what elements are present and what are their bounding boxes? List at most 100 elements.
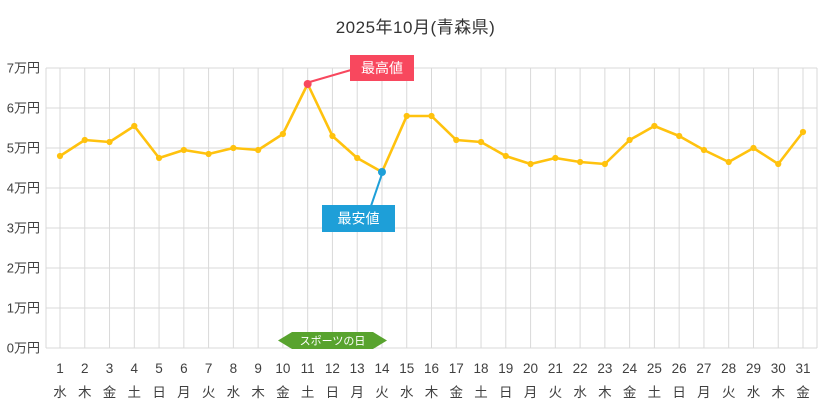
x-weekday-label: 金 [276,385,290,400]
data-point [725,158,732,166]
x-day-label: 7 [205,361,213,376]
x-weekday-label: 火 [722,385,736,400]
y-tick-label: 6万円 [7,101,40,116]
chart-title: 2025年10月(青森県) [335,18,496,37]
x-weekday-label: 月 [697,385,711,400]
x-weekday-label: 月 [177,385,191,400]
x-day-label: 12 [325,361,340,376]
y-tick-label: 4万円 [7,181,40,196]
x-day-label: 6 [180,361,188,376]
data-point [428,112,435,120]
x-day-label: 26 [672,361,687,376]
x-weekday-label: 水 [53,385,67,400]
data-point [56,152,64,160]
x-weekday-label: 土 [301,385,315,400]
x-day-label: 1 [56,361,64,376]
x-day-label: 30 [771,361,786,376]
min-point [377,168,386,176]
data-point [131,122,138,130]
x-day-label: 24 [622,361,638,376]
min-annotation-box [322,205,395,232]
holiday-arrow-left-icon [278,332,292,349]
x-weekday-label: 木 [771,385,785,400]
data-point [676,132,683,140]
data-point [255,146,262,154]
gridlines [45,67,818,349]
data-point [502,152,509,160]
x-day-label: 25 [647,361,662,376]
x-day-label: 5 [155,361,163,376]
x-day-label: 8 [230,361,238,376]
data-point [700,146,708,154]
x-weekday-label: 土 [474,385,488,400]
x-weekday-label: 火 [375,385,389,400]
max-annotation-box [350,55,414,81]
x-day-label: 28 [721,361,736,376]
x-weekday-label: 水 [227,385,241,400]
x-weekday-label: 木 [598,385,612,400]
data-point [155,154,163,162]
x-weekday-label: 土 [648,385,662,400]
x-day-label: 16 [424,361,439,376]
x-weekday-label: 金 [623,385,637,400]
x-day-label: 17 [449,361,464,376]
x-day-label: 23 [597,361,612,376]
x-day-label: 22 [573,361,588,376]
x-day-label: 27 [696,361,711,376]
x-day-label: 18 [474,361,489,376]
x-weekday-label: 金 [103,385,117,400]
y-tick-label: 1万円 [7,301,40,316]
x-weekday-label: 水 [747,385,761,400]
x-day-label: 10 [275,361,290,376]
x-day-label: 15 [399,361,414,376]
x-weekday-label: 木 [78,385,92,400]
x-weekday-label: 火 [549,385,563,400]
x-day-label: 9 [254,361,262,376]
data-point [106,138,113,146]
x-day-label: 11 [301,361,315,376]
x-weekday-label: 木 [425,385,439,400]
x-weekday-label: 日 [499,385,513,400]
max-annotation-label: 最高値 [361,60,403,76]
data-point [799,128,807,136]
data-point [205,150,212,158]
data-point [527,160,534,168]
data-point [601,160,608,168]
x-day-label: 14 [374,361,390,376]
data-point [775,160,782,168]
data-point [552,154,559,162]
min-annotation-connector [370,173,383,207]
x-day-label: 20 [523,361,538,376]
data-point [750,144,757,152]
x-weekday-label: 水 [573,385,587,400]
data-point [81,136,88,144]
x-weekday-label: 金 [450,385,464,400]
data-point [329,132,336,140]
x-weekday-label: 金 [796,385,810,400]
data-point [279,130,286,138]
holiday-arrow-right-icon [373,332,387,349]
holiday-label: スポーツの日 [300,335,366,348]
holiday-arrow-body [292,332,373,349]
data-point [180,146,187,154]
y-tick-label: 5万円 [7,141,40,156]
data-point [453,136,460,144]
data-point [230,144,237,152]
x-day-label: 21 [548,361,563,376]
min-annotation-label: 最安値 [338,211,380,227]
x-day-label: 3 [106,361,114,376]
data-point [577,158,584,166]
max-point [303,80,312,88]
data-point [626,136,633,144]
y-tick-label: 7万円 [7,61,40,76]
x-day-label: 4 [131,361,139,376]
data-point [403,112,410,120]
x-day-label: 13 [350,361,365,376]
x-weekday-label: 日 [326,385,340,400]
x-weekday-label: 日 [672,385,686,400]
max-annotation-connector [309,69,352,83]
x-day-label: 2 [81,361,89,376]
x-weekday-label: 月 [350,385,364,400]
